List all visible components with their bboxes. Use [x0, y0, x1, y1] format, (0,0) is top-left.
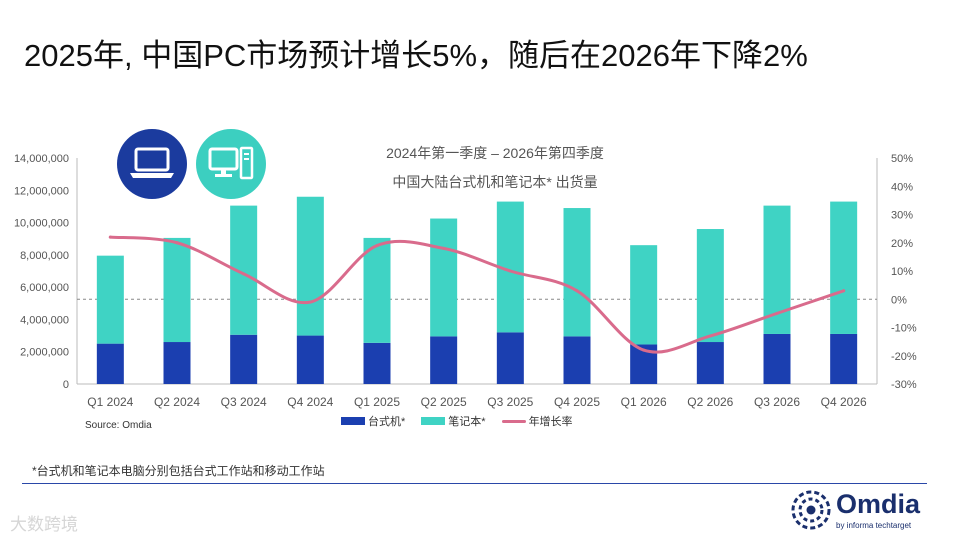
growth-rate-point — [442, 246, 446, 250]
omdia-logo: Omdia by informa techtarget — [790, 489, 950, 533]
legend-swatch-notebook — [421, 417, 446, 425]
brand-name: Omdia — [836, 489, 921, 519]
y-right-tick-label: 20% — [891, 238, 913, 250]
bar-desktop — [363, 342, 391, 384]
bar-desktop — [563, 336, 591, 384]
bar-notebook — [830, 201, 858, 334]
y-left-tick-label: 8,000,000 — [20, 250, 69, 262]
x-tick-label: Q4 2025 — [554, 395, 600, 409]
bar-desktop — [430, 336, 458, 384]
x-tick-label: Q1 2026 — [621, 395, 667, 409]
x-tick-label: Q3 2025 — [487, 395, 533, 409]
growth-rate-point — [775, 311, 779, 315]
x-tick-label: Q1 2025 — [354, 395, 400, 409]
growth-rate-point — [508, 269, 512, 273]
footer-divider — [22, 483, 927, 484]
legend-label-growth: 年增长率 — [528, 416, 573, 428]
bar-notebook — [430, 218, 458, 337]
growth-rate-line — [108, 235, 846, 354]
y-left-tick-label: 4,000,000 — [20, 314, 69, 326]
legend-item-notebook: 笔记本* — [421, 413, 486, 429]
growth-rate-point — [175, 241, 179, 245]
legend-label-desktop: 台式机* — [368, 416, 406, 428]
legend-swatch-desktop — [341, 417, 365, 425]
legend-label-notebook: 笔记本* — [448, 416, 486, 428]
growth-rate-point — [242, 272, 246, 276]
y-right-tick-label: -10% — [891, 323, 917, 335]
footnote: *台式机和笔记本电脑分别包括台式工作站和移动工作站 — [32, 464, 325, 478]
bar-desktop — [96, 343, 124, 384]
y-right-tick-label: 50% — [891, 153, 913, 165]
x-tick-label: Q4 2026 — [821, 395, 867, 409]
y-right-tick-label: 30% — [891, 210, 913, 222]
bar-notebook — [630, 245, 658, 345]
y-left-tick-label: 6,000,000 — [20, 282, 69, 294]
growth-rate-point — [108, 235, 112, 239]
laptop-badge — [117, 129, 187, 199]
chart-subtitle: 中国大陆台式机和笔记本* 出货量 — [392, 174, 598, 190]
y-left-tick-label: 12,000,000 — [14, 185, 69, 197]
y-right-tick-label: 40% — [891, 181, 913, 193]
page-headline: 2025年, 中国PC市场预计增长5%，随后在2026年下降2% — [24, 38, 808, 73]
laptop-icon — [130, 147, 174, 178]
legend-item-desktop: 台式机* — [341, 413, 405, 429]
bar-desktop — [763, 333, 791, 384]
omdia-logo-icon — [791, 490, 831, 530]
chart-title: 2024年第一季度 – 2026年第四季度 — [386, 145, 604, 161]
y-right-tick-label: -20% — [891, 351, 917, 363]
growth-rate-point — [642, 348, 646, 352]
brand-tagline: by informa techtarget — [836, 521, 912, 530]
growth-rate-point — [308, 300, 312, 304]
bar-desktop — [163, 342, 191, 384]
desktop-icon — [208, 146, 254, 180]
x-tick-label: Q3 2024 — [221, 395, 267, 409]
bar-desktop — [696, 342, 724, 384]
x-tick-label: Q2 2025 — [421, 395, 467, 409]
bar-notebook — [563, 208, 591, 337]
growth-rate-point — [842, 289, 846, 293]
y-right-tick-label: -30% — [891, 379, 917, 391]
bar-notebook — [163, 237, 191, 343]
x-tick-label: Q4 2024 — [287, 395, 333, 409]
growth-rate-point — [375, 244, 379, 248]
x-tick-label: Q1 2024 — [87, 395, 133, 409]
source-note: Source: Omdia — [85, 420, 152, 431]
y-left-tick-label: 2,000,000 — [20, 347, 69, 359]
y-right-tick-label: 0% — [891, 294, 907, 306]
bar-desktop — [230, 334, 258, 384]
watermark: 大数跨境 — [10, 515, 78, 534]
x-tick-label: Q3 2026 — [754, 395, 800, 409]
bar-notebook — [363, 237, 391, 343]
x-tick-label: Q2 2026 — [687, 395, 733, 409]
bar-notebook — [96, 255, 124, 344]
y-left-tick-label: 10,000,000 — [14, 218, 69, 230]
bar-desktop — [830, 333, 858, 384]
bar-notebook — [296, 196, 324, 336]
y-left-tick-label: 0 — [63, 379, 69, 391]
x-tick-label: Q2 2024 — [154, 395, 200, 409]
growth-rate-point — [575, 289, 579, 293]
legend-item-growth: 年增长率 — [501, 413, 573, 429]
y-right-tick-label: 10% — [891, 266, 913, 278]
desktop-badge — [196, 129, 266, 199]
bar-desktop — [496, 332, 524, 384]
bar-notebook — [696, 229, 724, 343]
legend-swatch-growth — [501, 419, 526, 423]
growth-rate-point — [708, 334, 712, 338]
y-left-tick-label: 14,000,000 — [14, 153, 69, 165]
bar-desktop — [296, 335, 324, 384]
chart-legend: 台式机* 笔记本* 年增长率 — [341, 413, 589, 429]
